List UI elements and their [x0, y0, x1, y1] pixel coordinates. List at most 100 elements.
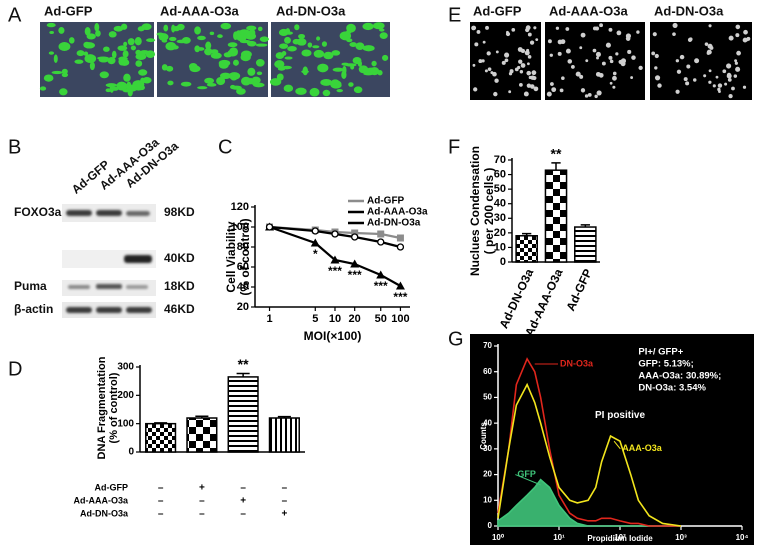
y-axis-title: ( per 200 cells )	[482, 168, 496, 255]
nucleus	[504, 52, 510, 58]
nucleus	[551, 87, 557, 93]
nucleus	[694, 58, 700, 64]
nucleus	[733, 74, 738, 78]
nucleus	[508, 90, 512, 94]
condition-label: Ad-GFP	[95, 482, 129, 492]
x-tick-label: 10¹	[553, 533, 565, 542]
marker	[351, 229, 359, 237]
stats-line: GFP: 5.13%;	[638, 359, 693, 370]
cell	[277, 66, 286, 71]
cell	[145, 50, 156, 58]
cell	[39, 86, 47, 91]
cell	[255, 43, 268, 47]
cell	[74, 59, 84, 64]
cell	[84, 54, 97, 64]
cell	[135, 49, 142, 56]
panel-label: B	[8, 136, 21, 158]
cell	[84, 27, 91, 36]
cell	[146, 38, 156, 43]
cell	[227, 42, 238, 48]
cell	[59, 88, 68, 96]
nucleus	[587, 92, 592, 97]
error-bar	[580, 224, 590, 228]
cell	[233, 59, 239, 66]
band	[96, 210, 122, 216]
nucleus	[494, 78, 499, 83]
nucleus	[734, 61, 738, 65]
nucleus	[675, 89, 680, 94]
nucleus	[727, 77, 732, 82]
cell	[95, 30, 101, 37]
cell	[316, 36, 321, 41]
condition-mark: –	[199, 509, 205, 520]
y-tick-label: 0	[488, 521, 493, 530]
marker	[330, 255, 340, 264]
y-tick-label: 70	[483, 341, 492, 350]
bar	[268, 417, 300, 453]
significance: ***	[348, 268, 362, 282]
cell	[298, 33, 306, 39]
nucleus	[712, 84, 716, 88]
cell	[181, 37, 191, 44]
cell	[295, 87, 307, 95]
nucleus	[526, 62, 530, 66]
nucleus	[651, 51, 656, 56]
nucleus	[511, 28, 516, 32]
marker	[376, 270, 386, 279]
nucleus	[504, 58, 509, 63]
cell	[357, 60, 363, 67]
nucleus	[485, 25, 489, 30]
cell	[204, 77, 215, 84]
nucleus	[726, 63, 732, 69]
nucleus	[482, 40, 486, 44]
y-tick-label: 100	[117, 418, 134, 429]
nucleus	[592, 48, 597, 53]
cell	[246, 25, 257, 31]
micrograph-label: Ad-DN-O3a	[276, 3, 346, 18]
y-tick-label: 200	[117, 390, 134, 401]
nucleus	[525, 27, 530, 33]
cell	[111, 50, 117, 59]
cell	[362, 22, 374, 31]
nucleus	[630, 76, 634, 79]
cell	[371, 60, 377, 67]
nucleus	[596, 90, 602, 96]
series-label: AAA-O3a	[622, 443, 663, 453]
cell	[169, 36, 177, 42]
cell	[117, 45, 128, 51]
cell	[219, 72, 232, 80]
nucleus	[707, 43, 713, 49]
cell	[358, 65, 369, 74]
cell	[165, 65, 174, 72]
y-tick-label: 60	[494, 168, 506, 180]
nucleus	[561, 76, 565, 80]
y-axis-title: Counts	[479, 422, 488, 450]
nucleus	[535, 38, 539, 42]
nucleus	[736, 50, 741, 56]
nucleus	[518, 59, 523, 64]
condition-mark: +	[199, 483, 205, 494]
y-tick-label: 70	[494, 154, 506, 166]
x-tick-label: 1	[266, 313, 272, 325]
blot-size-label: 46KD	[164, 302, 195, 316]
nucleus	[657, 83, 662, 88]
cell	[194, 26, 201, 35]
cell	[332, 67, 344, 72]
cell	[275, 52, 285, 59]
cell	[229, 73, 239, 78]
nucleus	[585, 59, 589, 63]
marker	[351, 233, 359, 241]
nucleus	[533, 86, 539, 92]
cell	[217, 34, 223, 38]
marker	[310, 238, 320, 247]
cell	[259, 36, 269, 42]
cell	[247, 67, 256, 76]
marker	[396, 234, 404, 242]
cell	[83, 51, 89, 56]
cell	[205, 41, 212, 50]
y-tick-label: 80	[237, 241, 249, 253]
stats-line: AAA-O3a: 30.89%;	[638, 371, 721, 382]
x-tick-label: 10⁰	[492, 533, 505, 542]
nucleus	[627, 49, 632, 55]
